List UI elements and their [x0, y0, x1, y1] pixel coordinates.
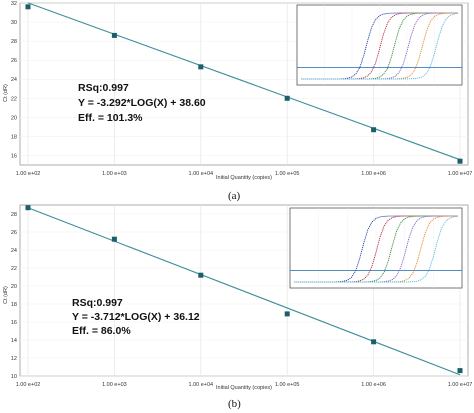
x-tick-label: 1.00 e+07: [448, 171, 473, 177]
fit-annotation: Eff. = 101.3%: [78, 112, 143, 124]
y-tick-label: 28: [11, 212, 17, 218]
data-point: [457, 158, 463, 164]
fit-annotation: Y = -3.292*LOG(X) + 38.60: [78, 97, 206, 109]
data-point: [284, 95, 290, 101]
data-point: [198, 272, 204, 278]
y-tick-label: 16: [11, 320, 17, 326]
y-tick-label: 22: [11, 266, 17, 272]
fit-annotation: RSq:0.997: [72, 297, 123, 309]
y-tick-label: 32: [11, 1, 17, 7]
data-point: [25, 4, 31, 10]
x-tick-label: 1.00 e+06: [361, 382, 386, 388]
x-tick-label: 1.00 e+03: [102, 171, 127, 177]
fit-annotation: Y = -3.712*LOG(X) + 36.12: [72, 311, 200, 323]
fit-annotation: Eff. = 86.0%: [72, 325, 131, 337]
y-tick-label: 22: [11, 96, 17, 102]
y-tick-label: 24: [11, 248, 17, 254]
inset-amplification-curve: [294, 215, 459, 283]
y-tick-label: 20: [11, 284, 17, 290]
caption-a: (a): [228, 190, 241, 202]
data-point: [284, 311, 290, 317]
y-tick-label: 18: [11, 302, 17, 308]
x-tick-label: 1.00 e+05: [275, 382, 300, 388]
y-axis-label: Ct (dR): [3, 84, 9, 102]
data-point: [371, 127, 377, 133]
y-tick-label: 24: [11, 77, 17, 83]
y-tick-label: 10: [11, 374, 17, 380]
data-point: [111, 32, 117, 38]
y-tick-label: 12: [11, 356, 17, 362]
y-tick-label: 30: [11, 20, 17, 26]
x-tick-label: 1.00 e+07: [448, 382, 473, 388]
x-tick-label: 1.00 e+04: [188, 171, 213, 177]
y-tick-label: 28: [11, 39, 17, 45]
data-point: [111, 236, 117, 242]
data-point: [198, 64, 204, 70]
y-tick-label: 16: [11, 153, 17, 159]
x-tick-label: 1.00 e+05: [275, 171, 300, 177]
y-tick-label: 14: [11, 338, 17, 344]
amplification-inset: [296, 4, 463, 86]
x-tick-label: 1.00 e+02: [16, 171, 41, 177]
x-tick-label: 1.00 e+06: [361, 171, 386, 177]
data-point: [25, 205, 31, 211]
data-point: [457, 368, 463, 374]
x-axis-label: Initial Quantity (copies): [216, 175, 272, 181]
x-tick-label: 1.00 e+03: [102, 382, 127, 388]
inset-amplification-curve: [301, 12, 459, 80]
y-tick-label: 26: [11, 230, 17, 236]
x-tick-label: 1.00 e+02: [16, 382, 41, 388]
chart-b: 1.00 e+02 1.00 e+03 1.00 e+04 1.00 e+05 1.00…: [3, 204, 473, 391]
caption-b: (b): [228, 398, 241, 410]
x-tick-label: 1.00 e+04: [188, 382, 213, 388]
regression-line: [27, 2, 461, 161]
fit-annotation: RSq:0.997: [78, 82, 129, 94]
chart-a: 1.00 e+02 1.00 e+03 1.00 e+04 1.00 e+05 1.00…: [3, 1, 472, 181]
y-tick-label: 26: [11, 58, 17, 64]
y-tick-label: 18: [11, 134, 17, 140]
data-point: [371, 339, 377, 345]
y-axis-label: Ct (dR): [3, 286, 9, 304]
x-axis-label: Initial Quantity (copies): [216, 385, 272, 391]
regression-line: [27, 207, 461, 376]
y-tick-label: 20: [11, 115, 17, 121]
amplification-inset: [289, 207, 463, 289]
